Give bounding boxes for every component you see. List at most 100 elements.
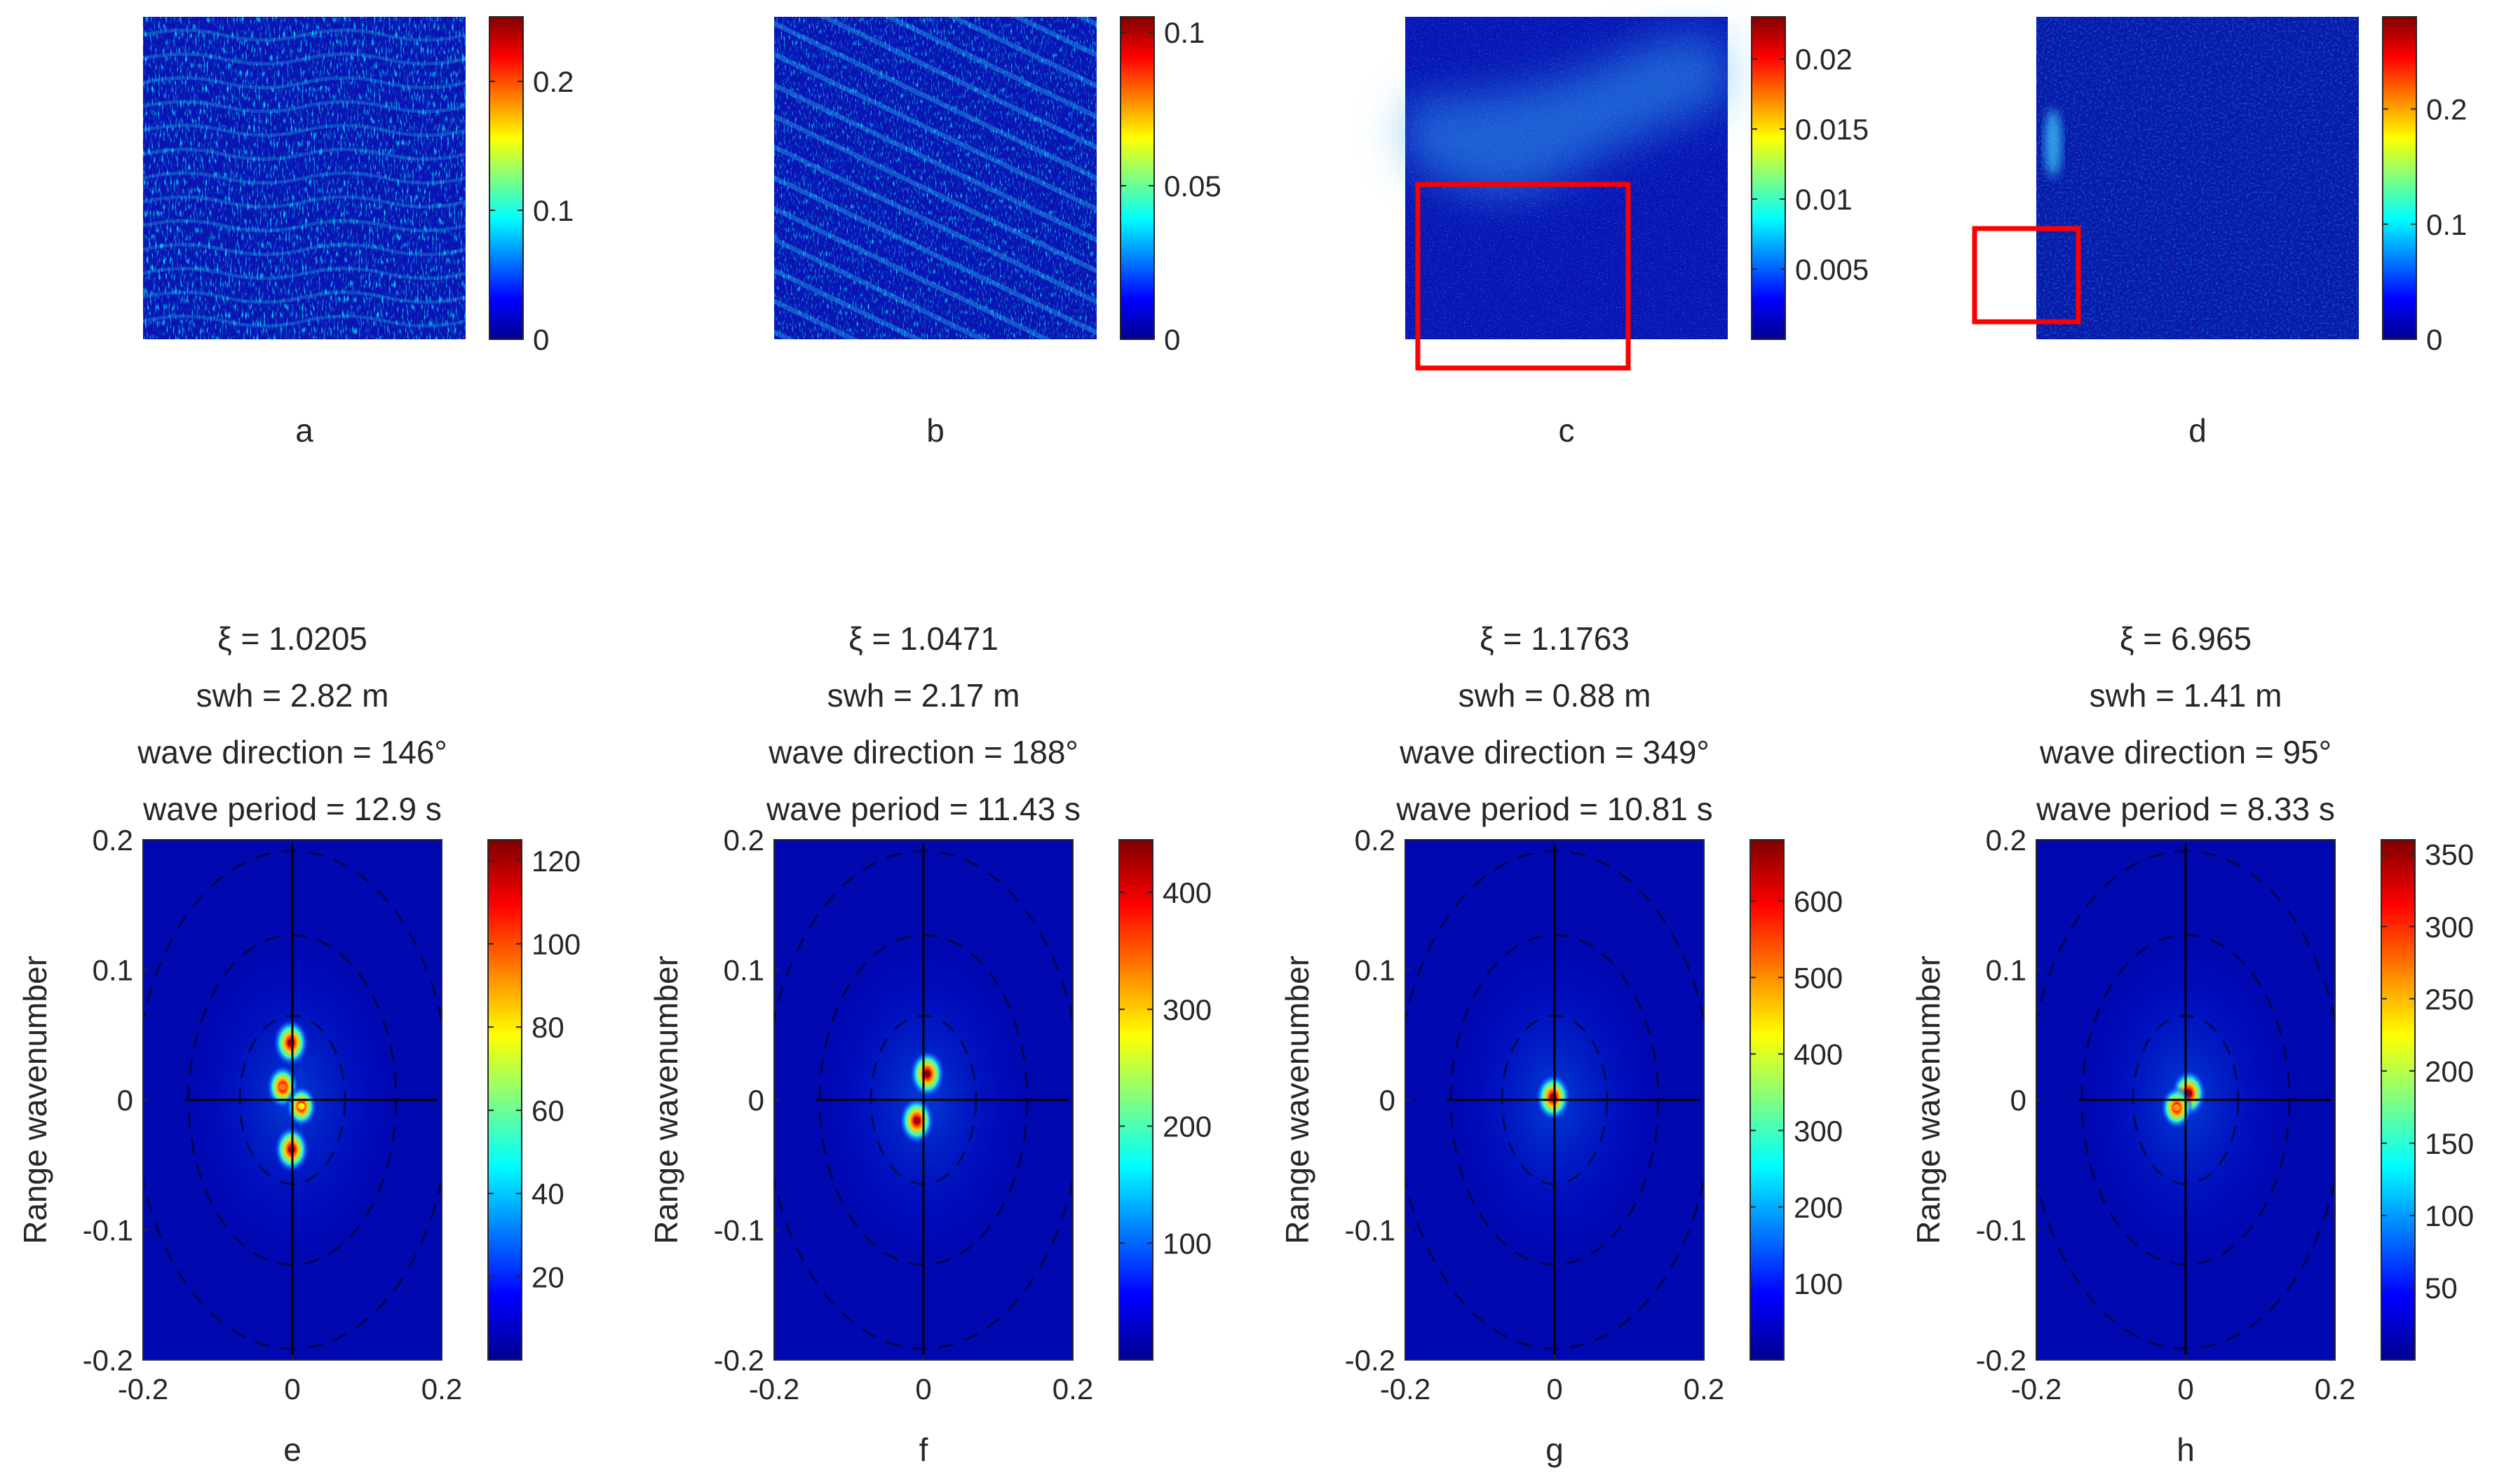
bright-band-region [1405,36,1728,195]
colorbar-tick-label: 600 [1794,885,1843,918]
y-tick-label: -0.1 [1345,1214,1395,1247]
swell-streak [760,449,1111,617]
title-line-2: swh = 2.17 m [827,677,1020,714]
title-line-1: ξ = 6.965 [2120,620,2252,657]
colorbar-tick-label: 0.2 [2426,93,2467,126]
sar-speckle-texture [2036,17,2359,339]
swell-streak [142,195,466,209]
y-tick-label: 0.1 [1355,954,1395,987]
colorbar-tick-label: 300 [1794,1115,1843,1148]
x-tick-label: -0.2 [118,1373,168,1405]
colorbar-tick-label: 0.01 [1795,183,1853,216]
colorbar-a [489,16,524,340]
caption-d: d [2188,412,2207,449]
y-tick-label: -0.2 [83,1344,133,1377]
y-tick-label: 0.2 [1986,824,2026,857]
highlight-box-d [1972,226,2081,325]
spectrum-plot-area [2036,844,2335,1356]
panel-e: ξ = 1.0205 swh = 2.82 m wave direction = 1… [17,620,581,1468]
y-tick-label: 0.1 [724,954,764,987]
colorbar-b [1120,16,1155,340]
swell-streak [142,266,466,280]
swell-streak [947,17,1097,89]
swell-streak [774,298,860,339]
y-tick-label: 0 [748,1084,764,1117]
y-tick-label: -0.2 [1345,1344,1395,1377]
swell-streak [142,219,466,233]
colorbar-tick-label: 0 [533,323,549,356]
x-tick-label: -0.2 [749,1373,799,1405]
colorbar-tick-label: 200 [1794,1191,1843,1224]
colorbar-tick-label: 0 [2426,323,2442,356]
x-tick-label: -0.2 [1380,1373,1430,1405]
x-tick-label: 0.2 [1053,1373,1093,1405]
colorbar-tick-label: 250 [2425,983,2474,1016]
y-axis-label: Range wavenumber [1910,955,1947,1244]
colorbar-tick-label: 0.1 [533,194,574,227]
colorbar-tick-label: 100 [2425,1199,2474,1232]
colorbar-tick-label: 350 [2425,838,2474,871]
swell-streak [818,17,1097,151]
colorbar-d [2382,16,2417,340]
x-tick-label: 0 [915,1373,931,1405]
colorbar-tick-label: 50 [2425,1272,2458,1305]
swell-streak [142,147,466,161]
swell-streak [774,329,795,339]
title-line-4: wave period = 11.43 s [766,791,1081,827]
x-tick-label: 0.2 [2315,1373,2355,1405]
colorbar-tick-label: 60 [532,1094,564,1127]
y-tick-label: 0.1 [1986,954,2026,987]
colorbar-g [1750,839,1785,1361]
y-tick-label: -0.2 [714,1344,764,1377]
swell-streak [142,171,466,185]
swell-streak [1011,17,1097,58]
title-line-1: ξ = 1.1763 [1480,620,1630,657]
title-line-1: ξ = 1.0471 [848,620,999,657]
caption-a: a [295,412,313,449]
colorbar-tick-label: 120 [532,845,581,878]
title-line-4: wave period = 8.33 s [2036,791,2335,827]
spectral-peak-core [2173,1104,2181,1112]
panel-h: ξ = 6.965 swh = 1.41 m wave direction = 95… [1910,620,2474,1468]
caption-f: f [919,1431,928,1468]
panel-c: 0.005 0.01 0.015 0.02 c [1405,16,1869,449]
colorbar-tick-label: 400 [1163,876,1212,909]
edge-bright-feature [2045,109,2062,177]
y-axis-label: Range wavenumber [17,955,53,1244]
swell-streak [142,290,466,304]
colorbar-tick-label: 0.05 [1164,170,1221,203]
colorbar-tick-label: 0.2 [533,65,574,98]
swell-streak-group [760,17,1111,617]
colorbar-tick-label: 40 [532,1178,564,1211]
swell-streak [774,236,988,339]
panel-b: 0 0.05 0.1 b [760,16,1221,617]
x-tick-label: 0 [2177,1373,2193,1405]
y-tick-label: 0.2 [724,824,764,857]
swell-streak [774,205,1053,339]
colorbar-tick-label: 100 [532,928,581,961]
colorbar-tick-label: 20 [532,1260,564,1293]
x-tick-label: 0 [284,1373,300,1405]
y-tick-label: -0.2 [1976,1344,2026,1377]
x-tick-label: -0.2 [2011,1373,2062,1405]
swell-streak [142,28,466,42]
x-tick-label: 0.2 [421,1373,462,1405]
y-axis-label: Range wavenumber [648,955,684,1244]
swell-streak [142,52,466,66]
title-line-3: wave direction = 349° [1399,734,1710,770]
spectrum-plot-area [143,844,442,1356]
colorbar-tick-label: 80 [532,1011,564,1044]
swell-streak [774,267,924,339]
swell-streak [142,314,466,328]
colorbar-e [487,839,522,1361]
x-tick-label: 0.2 [1684,1373,1724,1405]
y-tick-label: -0.1 [714,1214,764,1247]
colorbar-tick-label: 0 [1164,323,1180,356]
caption-b: b [926,412,945,449]
swell-streak [774,175,1097,336]
colorbar-tick-label: 300 [1163,993,1212,1026]
colorbar-tick-label: 400 [1794,1038,1843,1071]
y-tick-label: 0.2 [1355,824,1395,857]
spectral-peak-core [297,1103,305,1110]
